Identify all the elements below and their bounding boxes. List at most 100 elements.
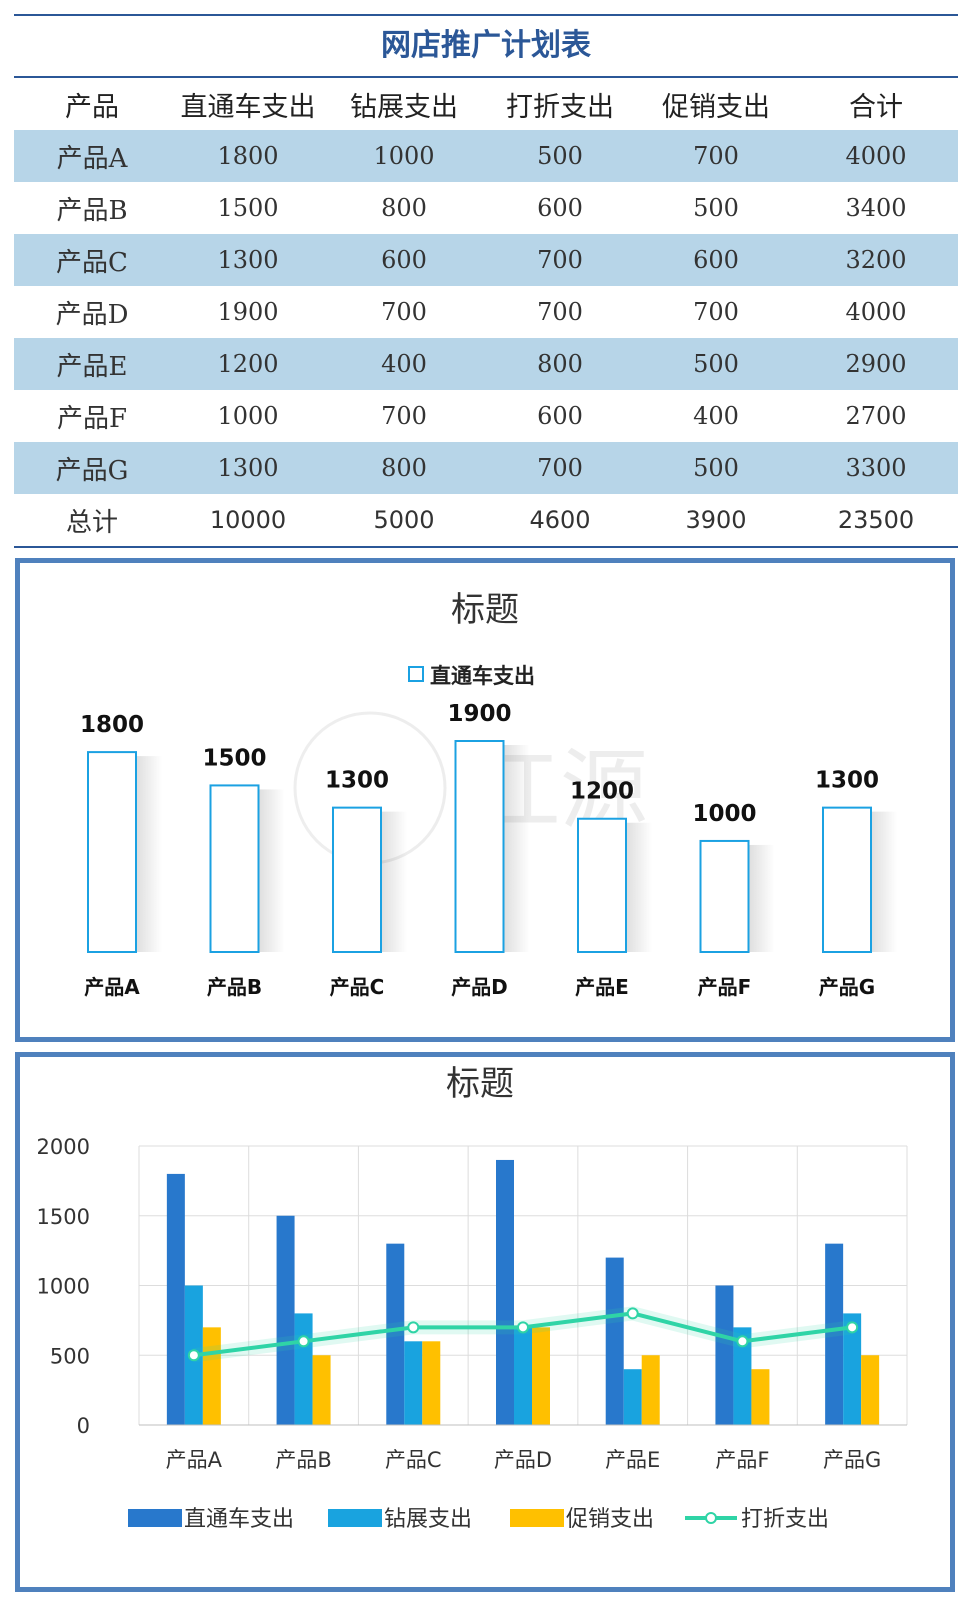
category-label: 产品D [451,975,508,999]
category-label: 产品G [823,1448,881,1472]
bar [386,1243,405,1425]
cell-zuanzhan[interactable]: 600 [326,234,482,286]
row-product-name[interactable]: 产品F [56,403,128,434]
cell-zuanzhan[interactable]: 800 [326,442,482,494]
legend-swatch [510,1509,564,1527]
y-tick-label: 1500 [37,1205,90,1229]
bar [715,1285,734,1425]
line-point [736,1335,749,1348]
cell-zhitongche[interactable]: 1500 [217,194,279,222]
cell-total[interactable]: 3200 [794,234,958,286]
bar [822,806,872,953]
line-point [846,1321,859,1334]
cell-zhitongche[interactable]: 1000 [217,402,279,430]
combo-chart-canvas: 标题 0 500 1000 1500 2000 产品A 产品B 产品C 产品D 产品E 产品F 产品G 直… [37,1064,908,1532]
cell-cuxiao[interactable]: 700 [638,130,794,182]
cell-zhitongche[interactable]: 1200 [170,338,326,390]
cell-dazhe[interactable]: 600 [537,194,583,222]
cell-dazhe[interactable]: 700 [482,234,638,286]
cell-cuxiao[interactable]: 400 [693,402,739,430]
header-zhitongche[interactable]: 直通车支出 [180,91,316,123]
bar [454,740,505,953]
total-cuxiao[interactable]: 3900 [638,494,794,548]
header-total[interactable]: 合计 [849,91,903,123]
cell-zhitongche[interactable]: 1300 [170,442,326,494]
row-product-name[interactable]: 产品E [14,338,170,390]
total-label[interactable]: 总计 [14,494,170,548]
table-header-row: 产品 直通车支出 钻展支出 打折支出 促销支出 合计 [14,78,958,130]
bar [404,1341,423,1425]
cell-total[interactable]: 2900 [794,338,958,390]
cell-cuxiao[interactable]: 500 [638,338,794,390]
table-row: 产品G 1300 800 700 500 3300 [14,442,958,494]
table-title: 网店推广计划表 [14,14,958,78]
table-row: 产品B 1500 800 600 500 3400 [14,182,958,234]
cell-cuxiao[interactable]: 500 [638,442,794,494]
cell-total[interactable]: 4000 [794,130,958,182]
total-zhitongche[interactable]: 10000 [170,494,326,548]
row-product-name[interactable]: 产品G [14,442,170,494]
header-zuanzhan[interactable]: 钻展支出 [350,91,458,123]
cell-zhitongche[interactable]: 1900 [217,298,279,326]
cell-dazhe[interactable]: 600 [537,402,583,430]
data-label: 1000 [692,801,756,827]
cell-total[interactable]: 4000 [845,298,907,326]
legend-swatch [128,1509,182,1527]
category-label: 产品G [819,975,875,999]
cell-cuxiao[interactable]: 500 [693,194,739,222]
cell-zhitongche[interactable]: 1800 [170,130,326,182]
table-total-row: 总计 10000 5000 4600 3900 23500 [14,494,958,548]
cell-dazhe[interactable]: 800 [482,338,638,390]
legend-label: 直通车支出 [184,1507,294,1532]
cell-cuxiao[interactable]: 600 [638,234,794,286]
total-dazhe[interactable]: 4600 [482,494,638,548]
row-product-name[interactable]: 产品D [55,299,129,330]
combo-chart[interactable]: 标题 0 500 1000 1500 2000 产品A 产品B 产品C 产品D 产品E 产品F 产品G 直… [15,1052,955,1592]
header-product[interactable]: 产品 [65,91,119,123]
bar [166,1173,185,1425]
cell-zuanzhan[interactable]: 400 [326,338,482,390]
category-label: 产品B [207,975,262,999]
line-point [187,1349,200,1362]
cell-total[interactable]: 3300 [794,442,958,494]
legend-label: 钻展支出 [384,1507,472,1532]
category-label: 产品C [385,1448,442,1472]
bar [276,1215,295,1425]
cell-zhitongche[interactable]: 1300 [170,234,326,286]
outline-bar-chart[interactable]: 江源 标题 直通车支出 1800 产品A 1500 产品B 1300 产品C 1900 产品D 120… [15,558,955,1042]
y-tick-label: 0 [77,1414,90,1438]
bar [843,1313,862,1425]
bar-shadow [136,756,162,952]
bar-shadow [381,811,407,952]
bar [312,1355,331,1425]
cell-zuanzhan[interactable]: 700 [381,402,427,430]
header-cuxiao[interactable]: 促销支出 [662,91,770,123]
header-dazhe[interactable]: 打折支出 [506,91,614,123]
cell-zuanzhan[interactable]: 1000 [326,130,482,182]
cell-dazhe[interactable]: 700 [537,298,583,326]
bar-shadow [871,811,897,952]
total-zuanzhan[interactable]: 5000 [326,494,482,548]
bar [209,784,260,953]
bar [422,1341,441,1425]
row-product-name[interactable]: 产品A [14,130,170,182]
cell-dazhe[interactable]: 500 [482,130,638,182]
bar [496,1159,514,1425]
row-product-name[interactable]: 产品C [14,234,170,286]
cell-total[interactable]: 3400 [845,194,907,222]
category-label: 产品C [330,975,385,999]
cell-dazhe[interactable]: 700 [482,442,638,494]
cell-total[interactable]: 2700 [845,402,907,430]
bar-shadow [258,789,285,952]
total-grand[interactable]: 23500 [794,494,958,548]
table-row: 产品A 1800 1000 500 700 4000 [14,130,958,182]
cell-zuanzhan[interactable]: 700 [381,298,427,326]
row-product-name[interactable]: 产品B [56,195,128,226]
cell-zuanzhan[interactable]: 800 [381,194,427,222]
line-point [517,1321,529,1334]
cell-cuxiao[interactable]: 700 [693,298,739,326]
category-label: 产品F [715,1448,769,1472]
chart-title: 标题 [451,590,519,630]
outline-bar-chart-canvas: 江源标题直通车支出1800产品A1500产品B1300产品C1900产品D120… [80,590,897,999]
